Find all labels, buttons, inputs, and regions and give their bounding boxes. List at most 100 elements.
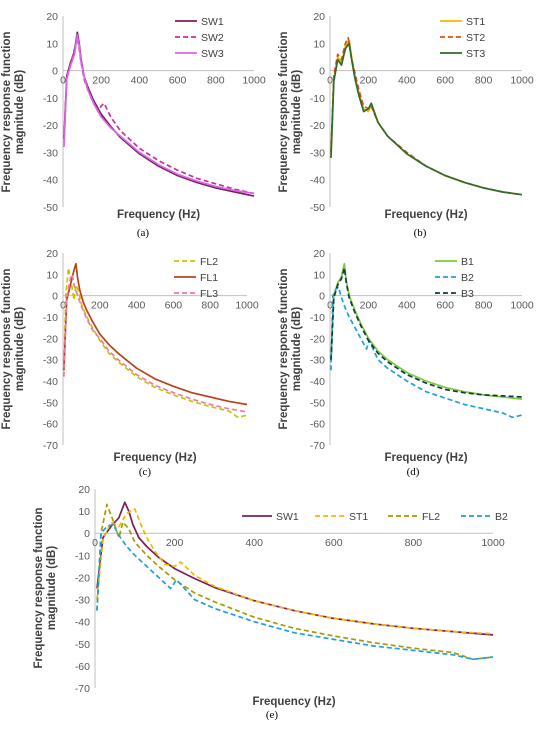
y-tick-label: 10 [313,269,325,281]
y-tick-label: 0 [52,66,58,78]
y-axis-title: Frequency response functionmagnitude (dB… [1,31,26,192]
x-tick-label: 400 [398,300,416,312]
legend-label: FL2 [422,511,440,523]
y-axis-title-line: Frequency response function [33,507,45,668]
y-tick-label: -20 [43,120,58,132]
legend-label: B1 [461,256,474,268]
y-tick-label: -40 [310,175,325,187]
legend-label: B2 [495,511,508,523]
x-tick-label: 0 [60,75,66,87]
y-axis-title-line: Frequency response function [278,268,290,429]
legend-label: FL2 [200,256,218,268]
x-tick-label: 600 [436,75,454,87]
y-tick-label: -50 [310,397,325,409]
panel-caption: (d) [407,466,420,478]
x-tick-label: 1000 [242,75,266,87]
y-axis-title-line: Frequency response function [1,268,13,429]
x-tick-label: 800 [475,300,493,312]
x-tick-label: 800 [201,300,219,312]
series-line-sw2 [63,36,255,195]
x-axis-title: Frequency (Hz) [252,696,335,708]
y-tick-label: 10 [313,38,325,50]
y-tick-label: -70 [75,683,90,695]
x-tick-label: 0 [92,537,98,549]
y-tick-label: 0 [84,528,90,540]
legend-label: FL1 [200,272,218,284]
y-tick-label: 10 [46,269,58,281]
x-axis-title: Frequency (Hz) [113,452,196,464]
y-axis-title-line: magnitude (dB) [46,546,58,630]
x-axis-title: Frequency (Hz) [384,452,467,464]
series-line-sw3 [63,34,255,195]
y-tick-label: 10 [78,506,90,518]
series-line-b3 [330,267,523,398]
y-tick-label: 20 [313,248,325,260]
panel-caption: (c) [139,466,152,478]
y-tick-label: -50 [310,202,325,214]
x-axis-title: Frequency (Hz) [117,209,200,221]
legend-label: SW3 [201,48,224,60]
y-tick-label: -50 [43,202,58,214]
x-tick-label: 600 [325,537,343,549]
legend-label: ST1 [349,511,368,523]
y-tick-label: -60 [43,419,58,431]
panel-caption: (a) [137,227,150,239]
legend-label: B3 [461,288,474,300]
y-tick-label: -50 [75,639,90,651]
series-line-fl2 [63,267,248,419]
y-tick-label: -40 [43,175,58,187]
x-tick-label: 600 [165,300,183,312]
y-tick-label: -30 [43,147,58,159]
y-tick-label: 20 [78,484,90,496]
x-tick-label: 400 [245,537,263,549]
x-tick-label: 200 [166,537,184,549]
panel-caption: (e) [266,709,279,721]
y-tick-label: -10 [43,312,58,324]
y-tick-label: -30 [310,147,325,159]
x-tick-label: 0 [60,300,66,312]
x-tick-label: 200 [92,75,110,87]
y-axis-title-line: magnitude (dB) [291,307,303,391]
x-tick-label: 0 [327,75,333,87]
x-tick-label: 1000 [235,300,259,312]
x-tick-label: 400 [131,75,149,87]
y-tick-label: -30 [310,355,325,367]
y-tick-label: -70 [310,440,325,452]
x-tick-label: 800 [405,537,423,549]
y-tick-label: -10 [310,312,325,324]
y-axis-title: Frequency response functionmagnitude (dB… [33,507,58,668]
x-tick-label: 400 [398,75,416,87]
legend-label: ST2 [466,32,485,44]
series-line-fl3 [63,273,248,413]
series-line-st3 [330,42,523,196]
x-tick-label: 200 [360,300,378,312]
x-tick-label: 200 [360,75,378,87]
y-tick-label: -40 [310,376,325,388]
y-tick-label: -20 [43,333,58,345]
series-line-fl1 [63,262,248,406]
series-line-b1 [330,262,523,400]
panel-caption: (b) [414,227,427,239]
x-tick-label: 1000 [481,537,505,549]
y-tick-label: -40 [43,376,58,388]
x-tick-label: 1000 [510,75,534,87]
legend-label: B2 [461,272,474,284]
x-tick-label: 600 [169,75,187,87]
x-tick-label: 800 [475,75,493,87]
series-line-st1 [330,39,523,196]
y-tick-label: -30 [75,595,90,607]
y-tick-label: 10 [46,38,58,50]
y-tick-label: 20 [46,248,58,260]
y-tick-label: -30 [43,355,58,367]
y-tick-label: -20 [310,120,325,132]
x-tick-label: 0 [327,300,333,312]
series-line-st1 [96,508,494,635]
y-tick-label: 20 [46,11,58,23]
legend-label: SW1 [201,16,224,28]
y-tick-label: -50 [43,397,58,409]
